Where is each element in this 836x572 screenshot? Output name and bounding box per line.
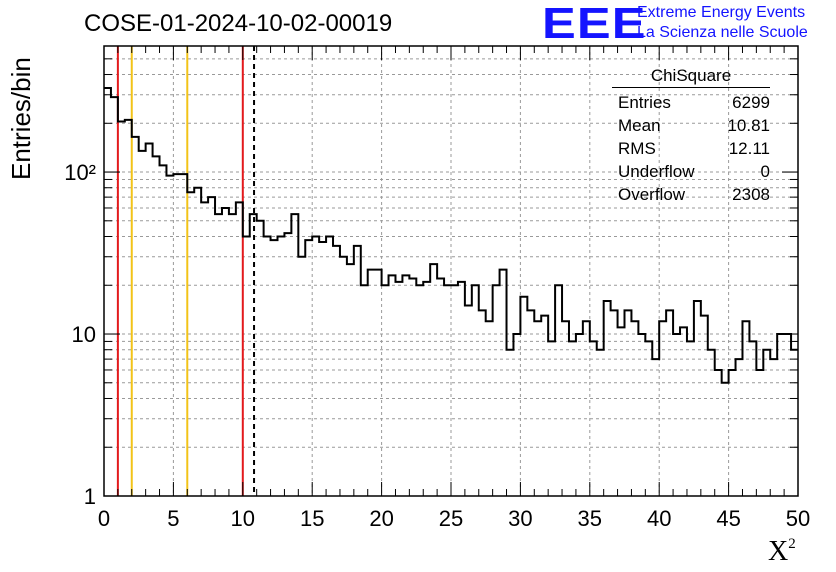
stats-rows: Entries 6299 Mean 10.81 RMS 12.11 Underflow 0 Ov… (612, 91, 778, 206)
stats-value: 2308 (732, 185, 770, 204)
stats-value: 6299 (732, 93, 770, 112)
y-tick-label: 10² (64, 160, 96, 185)
stats-label: Overflow (618, 185, 686, 204)
x-tick-label: 15 (300, 506, 324, 531)
stats-row: Entries 6299 (612, 91, 770, 114)
x-tick-label: 5 (167, 506, 179, 531)
x-tick-label: 35 (578, 506, 602, 531)
y-tick-label: 1 (84, 484, 96, 509)
eee-logo: EEE (542, 0, 647, 48)
stats-value: 0 (760, 162, 770, 181)
stats-label: Mean (618, 116, 661, 135)
x-axis-label-superscript: 2 (788, 536, 796, 552)
x-tick-label: 50 (786, 506, 810, 531)
logo-caption-line2: La Scienza nelle Scuole (637, 24, 808, 41)
axis-ticks: 0 5 10 15 20 25 30 35 40 45 50 1 10 10² (64, 46, 810, 531)
y-tick-label: 10 (72, 322, 96, 347)
stats-row: RMS 12.11 (612, 137, 770, 160)
stats-label: Entries (618, 93, 671, 112)
chart-title: COSE-01-2024-10-02-00019 (84, 10, 393, 37)
x-axis-label: X2 (768, 536, 796, 568)
histogram-step-line (104, 87, 798, 384)
x-tick-label: 30 (508, 506, 532, 531)
stats-label: Underflow (618, 162, 695, 181)
stats-box: ChiSquare Entries 6299 Mean 10.81 RMS 12.11 Un… (612, 66, 778, 206)
x-tick-label: 45 (716, 506, 740, 531)
plot-frame (103, 45, 799, 497)
x-tick-label: 20 (369, 506, 393, 531)
stats-title: ChiSquare (612, 66, 770, 88)
x-tick-label: 25 (439, 506, 463, 531)
stats-row: Mean 10.81 (612, 114, 770, 137)
logo-caption-line1: Extreme Energy Events (637, 4, 806, 21)
stats-row: Overflow 2308 (612, 183, 770, 206)
x-tick-label: 10 (231, 506, 255, 531)
x-tick-label: 0 (98, 506, 110, 531)
stats-label: RMS (618, 139, 656, 158)
x-axis-label-base: X (768, 536, 789, 567)
y-axis-label: Entries/bin (6, 57, 36, 180)
stats-row: Underflow 0 (612, 160, 770, 183)
grid-lines (104, 46, 798, 496)
x-tick-label: 40 (647, 506, 671, 531)
stats-value: 12.11 (728, 139, 770, 158)
stats-value: 10.81 (727, 116, 770, 135)
logo-caption: Extreme Energy Events La Scienza nelle S… (637, 3, 808, 43)
